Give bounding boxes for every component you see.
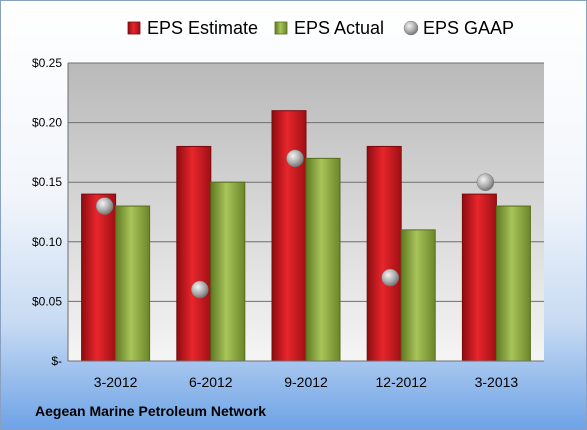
y-tick-label: $0.05 (32, 294, 62, 308)
legend-label: EPS GAAP (423, 18, 514, 38)
gaap-marker (381, 268, 399, 287)
x-tick-label: 3-2012 (94, 374, 138, 390)
legend-label: EPS Actual (294, 18, 384, 38)
estimate-bar (366, 145, 402, 362)
x-tick-label: 3-2013 (475, 374, 519, 390)
actual-bar (400, 229, 436, 362)
gaap-marker (476, 173, 495, 191)
legend-swatch (274, 21, 288, 35)
x-tick-label: 9-2012 (284, 374, 328, 390)
actual-bar (495, 205, 531, 362)
y-tick-label: $- (51, 354, 62, 368)
estimate-bar (176, 145, 212, 362)
gaap-marker (286, 149, 304, 168)
actual-bar (115, 205, 151, 362)
legend-swatch (403, 20, 419, 36)
y-tick-label: $0.25 (32, 56, 62, 70)
actual-bar (210, 181, 246, 362)
legend-actual: EPS Actual (274, 18, 384, 38)
y-tick-label: $0.20 (32, 116, 62, 130)
footer-title: Aegean Marine Petroleum Network (35, 403, 267, 419)
actual-bar (305, 157, 341, 362)
x-tick-label: 12-2012 (376, 374, 428, 390)
legend-estimate: EPS Estimate (127, 18, 258, 38)
gaap-marker (95, 197, 114, 215)
estimate-bar (81, 193, 117, 362)
legend-swatch (127, 21, 141, 35)
y-tick-label: $0.10 (32, 235, 62, 249)
gaap-marker (191, 280, 209, 299)
estimate-bar (461, 193, 497, 362)
x-tick-label: 6-2012 (189, 374, 233, 390)
estimate-bar (271, 110, 307, 362)
y-tick-label: $0.15 (32, 175, 62, 189)
legend-label: EPS Estimate (147, 18, 258, 38)
legend-gaap: EPS GAAP (403, 18, 514, 38)
